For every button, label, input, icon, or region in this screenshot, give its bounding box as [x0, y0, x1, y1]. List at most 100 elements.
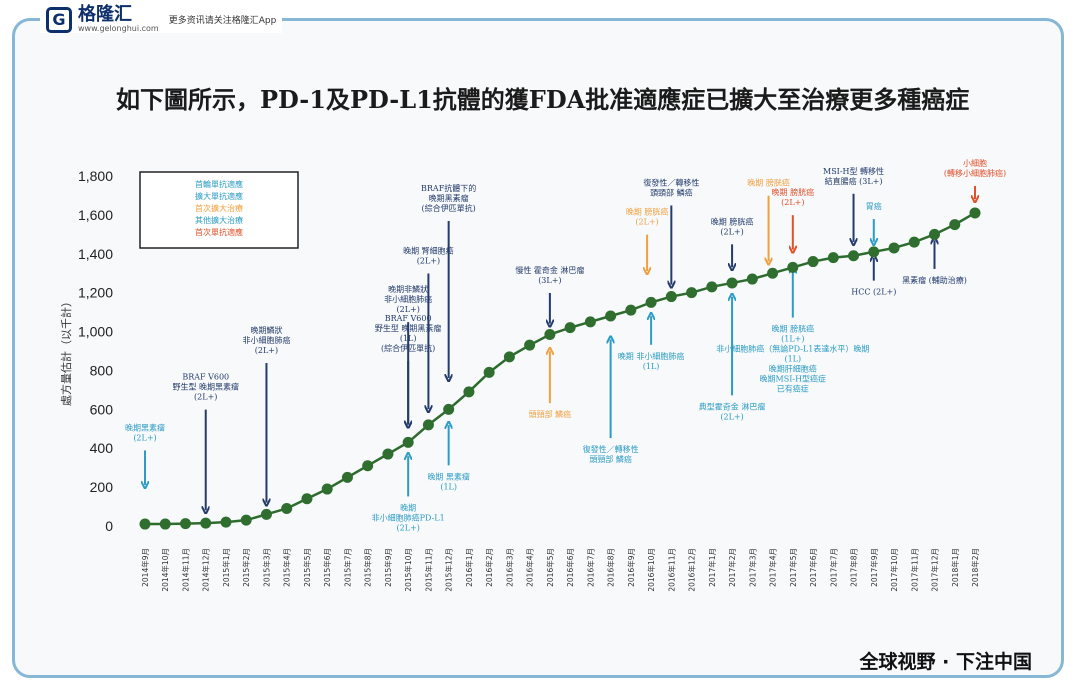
annotation-label: 頭頸部 鱗癌	[650, 187, 693, 197]
annotation-label: 野生型 晚期黑素瘤	[375, 323, 442, 333]
data-point	[544, 328, 556, 340]
data-point	[807, 256, 819, 268]
annotation-label: 黑素瘤 (輔助治療)	[902, 275, 967, 285]
x-tick-label: 2016年11月	[666, 548, 676, 592]
annotation-label: 晚期 膀胱癌	[772, 187, 815, 197]
x-tick-label: 2017年2月	[727, 548, 737, 587]
annotation-label: (綜合伊匹單抗)	[422, 203, 476, 213]
data-point	[200, 517, 212, 529]
y-tick-label: 0	[105, 518, 113, 534]
annotation-label: 非小細胞肺癌	[384, 294, 432, 304]
x-tick-label: 2017年10月	[889, 548, 899, 592]
annotation-label: 頭頸部 鱗癌	[589, 454, 632, 464]
x-tick-label: 2016年8月	[606, 548, 616, 587]
data-point	[584, 316, 596, 328]
annotation-label: 復發性／轉移性	[643, 177, 699, 187]
data-point	[463, 386, 475, 398]
x-tick-label: 2015年7月	[342, 548, 352, 587]
data-point	[382, 448, 394, 460]
annotation-label: (2L+)	[720, 412, 743, 421]
annotation-label: BRAF抗體下的	[421, 183, 476, 193]
data-point	[767, 267, 779, 279]
data-point	[929, 228, 941, 240]
data-point	[139, 518, 151, 530]
data-point	[240, 514, 252, 526]
data-point	[220, 516, 232, 528]
annotation-label: 晚期 黑素瘤	[427, 471, 470, 481]
annotation-label: 晚期黑素瘤	[125, 422, 165, 432]
x-tick-label: 2016年4月	[525, 548, 535, 587]
annotation-label: 晚期 膀胱癌	[711, 216, 754, 226]
x-tick-label: 2017年12月	[930, 548, 940, 592]
data-point	[706, 281, 718, 293]
y-tick-label: 800	[90, 362, 114, 378]
x-tick-label: 2016年9月	[626, 548, 636, 587]
data-point	[827, 252, 839, 264]
legend-entry: 其他擴大治療	[195, 215, 243, 225]
annotation-label: 非小細胞肺癌（無論PD-L1表達水平）晚期	[716, 344, 869, 354]
data-point	[787, 261, 799, 273]
data-point	[422, 419, 434, 431]
annotation-label: (2L+)	[194, 393, 217, 402]
data-point	[341, 471, 353, 483]
x-tick-label: 2014年11月	[180, 548, 190, 592]
data-point	[746, 273, 758, 285]
y-tick-label: 1,400	[78, 246, 113, 262]
x-tick-label: 2016年3月	[504, 548, 514, 587]
data-point	[625, 304, 637, 316]
annotation-label: BRAF V600	[182, 373, 229, 382]
x-tick-label: 2016年7月	[585, 548, 595, 587]
annotation-label: BRAF V600	[385, 314, 432, 323]
annotation-label: (2L+)	[396, 305, 419, 314]
y-tick-label: 600	[90, 401, 114, 417]
data-point	[159, 518, 171, 530]
y-tick-label: 400	[90, 440, 114, 456]
x-tick-label: 2015年10月	[403, 548, 413, 592]
annotation-label: (轉移小細胞肺癌)	[944, 168, 1006, 178]
data-point	[524, 339, 536, 351]
annotation-label: 晚期 非小細胞肺癌	[618, 351, 685, 361]
annotation-label: 晚期鱗狀	[250, 325, 282, 335]
x-tick-label: 2016年2月	[484, 548, 494, 587]
annotation-label: 晚期黑素瘤	[429, 193, 469, 203]
data-point	[564, 322, 576, 334]
x-tick-label: 2015年5月	[302, 548, 312, 587]
x-tick-label: 2015年11月	[423, 548, 433, 592]
chart-title: 如下圖所示，PD-1及PD-L1抗體的獲FDA批准適應症已擴大至治療更多種癌症	[116, 85, 970, 114]
data-point	[949, 219, 961, 231]
x-tick-label: 2015年8月	[363, 548, 373, 587]
x-tick-label: 2015年6月	[322, 548, 332, 587]
x-tick-label: 2015年12月	[444, 548, 454, 592]
x-tick-label: 2016年12月	[687, 548, 697, 592]
annotation-label: (綜合伊匹單抗)	[381, 343, 435, 353]
data-point	[848, 250, 860, 262]
annotation-label: (2L+)	[133, 433, 156, 442]
x-tick-label: 2018年2月	[970, 548, 980, 587]
annotation-label: HCC (2L+)	[851, 288, 896, 297]
annotation-label: (2L+)	[417, 257, 440, 266]
data-point	[362, 460, 374, 472]
x-tick-label: 2017年5月	[788, 548, 798, 587]
logo-url: www.gelonghui.com	[78, 24, 159, 33]
data-point	[969, 207, 981, 219]
data-point	[443, 403, 455, 415]
annotation-label: 晚期MSI-H型癌症	[760, 374, 827, 384]
x-tick-label: 2015年9月	[383, 548, 393, 587]
legend-box	[139, 171, 299, 249]
logo-tagline: 更多资讯请关注格隆汇App	[168, 16, 277, 26]
y-tick-label: 1,600	[78, 207, 113, 223]
data-point	[665, 291, 677, 303]
x-tick-label: 2017年4月	[768, 548, 778, 587]
annotation-label: 晚期 膀胱癌	[626, 207, 669, 217]
annotation-label: 晚期肝細胞癌	[769, 364, 817, 374]
annotation-label: 晚期	[400, 502, 416, 512]
logo-g-icon: G	[46, 6, 72, 33]
x-tick-label: 2014年10月	[160, 548, 170, 592]
annotation-label: 小細胞	[963, 158, 987, 168]
logo-text: 格隆汇 www.gelonghui.com	[78, 6, 159, 34]
x-tick-label: 2017年8月	[849, 548, 859, 587]
x-tick-label: 2015年3月	[261, 548, 271, 587]
x-tick-label: 2017年11月	[909, 548, 919, 592]
y-tick-label: 1,800	[78, 168, 113, 184]
x-tick-label: 2017年9月	[869, 548, 879, 587]
